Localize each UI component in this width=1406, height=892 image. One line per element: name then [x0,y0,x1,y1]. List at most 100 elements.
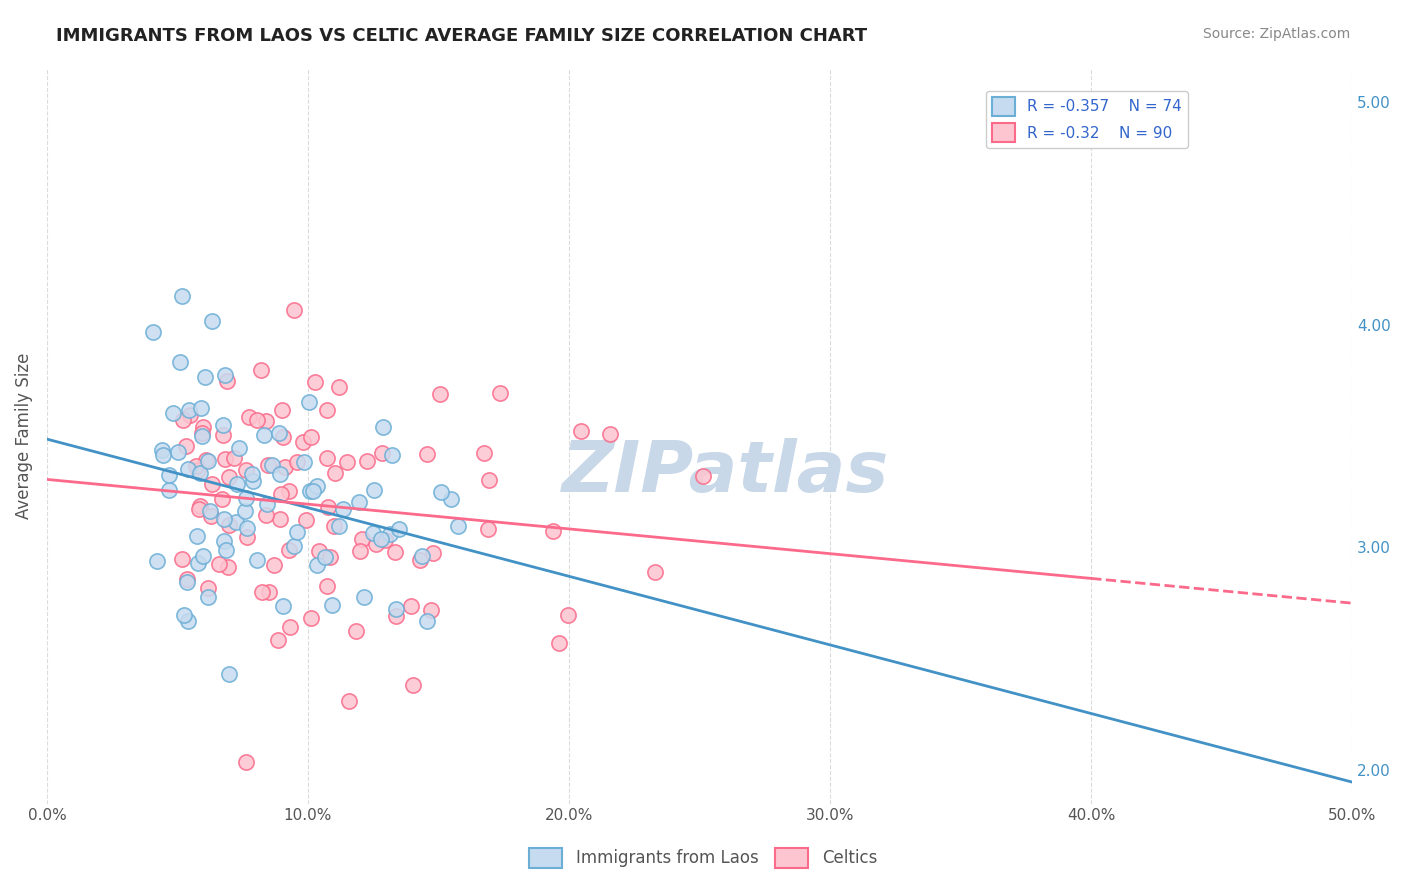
Point [240,467,263,481]
Point [336,455,359,469]
Point [263,558,285,573]
Point [301,483,323,498]
Point [440,491,463,506]
Point [328,519,350,533]
Point [246,553,269,567]
Point [177,462,200,476]
Point [249,363,271,377]
Point [194,452,217,467]
Point [235,504,257,518]
Legend: Immigrants from Laos, Celtics: Immigrants from Laos, Celtics [522,841,884,875]
Point [250,584,273,599]
Point [283,303,305,318]
Point [274,459,297,474]
Point [430,484,453,499]
Point [447,519,470,533]
Point [557,607,579,622]
Point [235,463,257,477]
Point [197,453,219,467]
Point [349,544,371,558]
Point [167,445,190,459]
Point [214,512,236,526]
Point [308,544,330,558]
Point [212,428,235,442]
Y-axis label: Average Family Size: Average Family Size [15,353,32,519]
Point [174,439,197,453]
Point [212,417,235,432]
Point [273,430,295,444]
Legend: R = -0.357    N = 74, R = -0.32    N = 90: R = -0.357 N = 74, R = -0.32 N = 90 [986,91,1188,148]
Point [238,410,260,425]
Point [222,451,245,466]
Point [381,448,404,462]
Point [344,624,367,638]
Point [218,667,240,681]
Point [278,620,301,634]
Point [188,500,211,514]
Point [429,387,451,401]
Point [254,414,277,428]
Point [388,523,411,537]
Point [285,524,308,539]
Point [228,441,250,455]
Point [305,558,328,573]
Point [218,470,240,484]
Point [411,549,433,563]
Point [422,546,444,560]
Point [321,598,343,612]
Point [543,524,565,538]
Point [278,484,301,499]
Point [172,412,194,426]
Point [208,557,231,571]
Point [332,501,354,516]
Point [285,455,308,469]
Point [214,368,236,382]
Point [257,458,280,472]
Point [179,408,201,422]
Point [472,446,495,460]
Point [159,468,181,483]
Point [225,516,247,530]
Point [215,542,238,557]
Point [399,599,422,614]
Point [316,403,339,417]
Point [187,501,209,516]
Point [371,446,394,460]
Point [488,386,510,401]
Point [187,463,209,477]
Point [402,678,425,692]
Point [170,552,193,566]
Point [409,553,432,567]
Point [692,468,714,483]
Point [298,483,321,498]
Point [176,575,198,590]
Point [218,517,240,532]
Point [162,407,184,421]
Text: ZIPatlas: ZIPatlas [562,438,890,508]
Point [569,424,592,438]
Point [235,756,257,770]
Point [364,537,387,551]
Point [212,534,235,549]
Point [271,599,294,613]
Point [193,420,215,434]
Point [176,572,198,586]
Point [299,430,322,444]
Point [177,614,200,628]
Point [478,473,501,487]
Point [295,513,318,527]
Point [270,486,292,500]
Point [211,491,233,506]
Point [201,476,224,491]
Point [267,633,290,648]
Point [420,603,443,617]
Point [373,533,395,548]
Point [187,556,209,570]
Point [315,579,337,593]
Point [378,526,401,541]
Point [322,518,344,533]
Point [257,585,280,599]
Point [349,495,371,509]
Point [416,447,439,461]
Point [190,401,212,415]
